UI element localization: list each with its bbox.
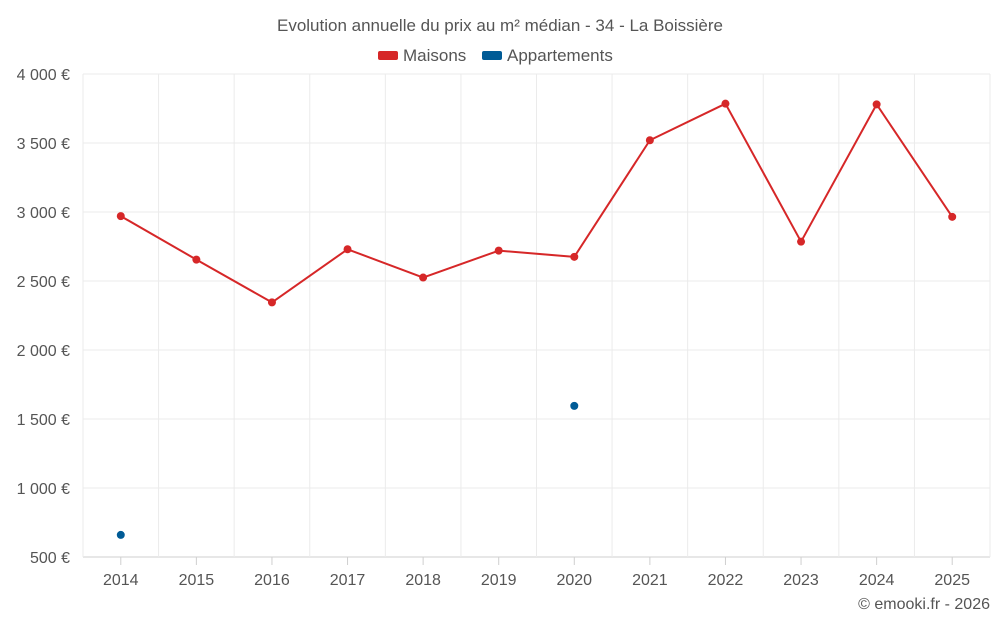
legend-item-appartements[interactable]: Appartements — [482, 46, 613, 65]
series-line-maisons — [120, 102, 954, 304]
y-tick-label: 3 000 € — [17, 205, 70, 222]
data-point-maisons[interactable] — [797, 237, 806, 246]
x-tick-label: 2016 — [254, 572, 290, 589]
data-point-maisons[interactable] — [570, 252, 579, 261]
x-tick-label: 2019 — [481, 572, 517, 589]
data-point-maisons[interactable] — [645, 136, 654, 145]
data-point-appartements[interactable] — [570, 401, 579, 410]
data-point-maisons[interactable] — [267, 298, 276, 307]
data-point-maisons[interactable] — [872, 100, 881, 109]
data-point-maisons[interactable] — [721, 99, 730, 108]
data-point-maisons[interactable] — [192, 255, 201, 264]
chart-title: Evolution annuelle du prix au m² médian … — [277, 16, 723, 35]
data-point-appartements[interactable] — [116, 530, 125, 539]
x-tick-label: 2015 — [179, 572, 215, 589]
x-axis: 2014 2015 2016 2017 2018 2019 2020 2021 2022 2023… — [103, 557, 970, 589]
data-point-maisons[interactable] — [419, 273, 428, 282]
x-tick-label: 2023 — [783, 572, 819, 589]
credit-text: © emooki.fr - 2026 — [858, 596, 990, 613]
data-point-maisons[interactable] — [343, 245, 352, 254]
y-tick-label: 4 000 € — [17, 67, 70, 84]
legend-swatch-maisons — [378, 51, 398, 60]
x-tick-label: 2022 — [708, 572, 744, 589]
data-point-maisons[interactable] — [494, 246, 503, 255]
y-tick-label: 500 € — [30, 550, 70, 567]
series-layer — [116, 99, 957, 539]
y-tick-label: 1 500 € — [17, 412, 70, 429]
y-tick-label: 2 000 € — [17, 343, 70, 360]
y-tick-label: 3 500 € — [17, 136, 70, 153]
data-point-maisons[interactable] — [116, 212, 125, 221]
x-tick-label: 2018 — [405, 572, 441, 589]
legend-swatch-appartements — [482, 51, 502, 60]
y-axis: 500 € 1 000 € 1 500 € 2 000 € 2 500 € 3 000 €… — [17, 67, 70, 567]
y-tick-label: 1 000 € — [17, 481, 70, 498]
legend-item-maisons[interactable]: Maisons — [378, 46, 466, 65]
y-tick-label: 2 500 € — [17, 274, 70, 291]
x-tick-label: 2017 — [330, 572, 366, 589]
series-appartements — [116, 401, 579, 539]
x-tick-label: 2014 — [103, 572, 139, 589]
x-tick-label: 2025 — [934, 572, 970, 589]
x-tick-label: 2020 — [556, 572, 592, 589]
series-maisons — [116, 99, 957, 307]
x-tick-label: 2024 — [859, 572, 895, 589]
legend-label-maisons: Maisons — [403, 46, 466, 65]
legend-label-appartements: Appartements — [507, 46, 613, 65]
data-point-maisons[interactable] — [948, 212, 957, 221]
legend: Maisons Appartements — [378, 46, 613, 65]
x-tick-label: 2021 — [632, 572, 668, 589]
grid — [82, 73, 991, 558]
